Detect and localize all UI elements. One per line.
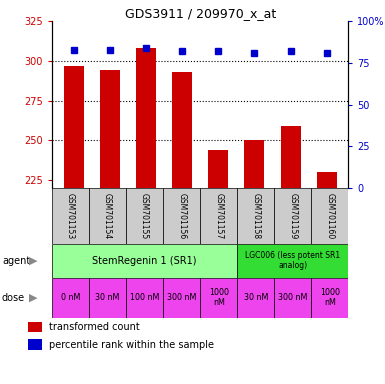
Text: percentile rank within the sample: percentile rank within the sample: [49, 339, 214, 349]
Bar: [163, 278, 200, 318]
Bar: [311, 188, 348, 244]
Text: StemRegenin 1 (SR1): StemRegenin 1 (SR1): [92, 256, 197, 266]
Bar: [89, 188, 126, 244]
Bar: [89, 278, 126, 318]
Text: 1000
nM: 1000 nM: [320, 288, 340, 308]
Bar: [126, 278, 163, 318]
Text: GSM701157: GSM701157: [214, 193, 223, 239]
Bar: [208, 150, 228, 188]
Bar: [274, 188, 311, 244]
Text: LGC006 (less potent SR1
analog): LGC006 (less potent SR1 analog): [245, 251, 340, 270]
Text: GSM701159: GSM701159: [288, 193, 297, 239]
Bar: [237, 188, 274, 244]
Bar: [52, 188, 89, 244]
Text: GSM701158: GSM701158: [251, 193, 260, 239]
Text: 30 nM: 30 nM: [244, 293, 268, 302]
Bar: [281, 126, 301, 188]
Bar: [28, 322, 42, 333]
Text: 100 nM: 100 nM: [130, 293, 159, 302]
Text: 300 nM: 300 nM: [278, 293, 308, 302]
Text: GSM701155: GSM701155: [140, 193, 149, 239]
Text: dose: dose: [2, 293, 25, 303]
Bar: [317, 172, 336, 188]
Title: GDS3911 / 209970_x_at: GDS3911 / 209970_x_at: [125, 7, 276, 20]
Bar: [172, 72, 192, 188]
Text: agent: agent: [2, 256, 30, 266]
Text: 30 nM: 30 nM: [95, 293, 120, 302]
Text: 300 nM: 300 nM: [167, 293, 196, 302]
Bar: [274, 278, 311, 318]
Bar: [52, 278, 89, 318]
Text: GSM701154: GSM701154: [103, 193, 112, 239]
Text: ▶: ▶: [29, 256, 37, 266]
Bar: [244, 141, 264, 188]
Bar: [200, 278, 237, 318]
Bar: [126, 188, 163, 244]
Text: GSM701153: GSM701153: [66, 193, 75, 239]
Bar: [311, 278, 348, 318]
Bar: [136, 48, 156, 188]
Bar: [237, 278, 274, 318]
Bar: [28, 339, 42, 350]
Bar: [64, 66, 84, 188]
Bar: [100, 70, 120, 188]
Text: transformed count: transformed count: [49, 322, 140, 332]
Bar: [200, 188, 237, 244]
Bar: [237, 244, 348, 278]
Text: ▶: ▶: [29, 293, 37, 303]
Text: GSM701160: GSM701160: [325, 193, 335, 239]
Text: GSM701156: GSM701156: [177, 193, 186, 239]
Text: 1000
nM: 1000 nM: [209, 288, 229, 308]
Bar: [52, 244, 237, 278]
Text: 0 nM: 0 nM: [61, 293, 80, 302]
Bar: [163, 188, 200, 244]
